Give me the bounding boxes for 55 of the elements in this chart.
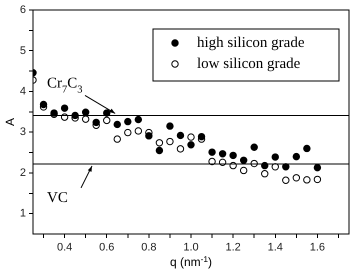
x-tick-label: 1.0 xyxy=(183,242,199,254)
point xyxy=(261,170,268,178)
x-tick-label: 0.8 xyxy=(141,242,157,254)
point xyxy=(240,166,248,174)
point xyxy=(282,176,290,184)
x-tick-label: 1.4 xyxy=(268,242,283,254)
point xyxy=(208,148,216,156)
point xyxy=(134,127,142,135)
point xyxy=(134,116,142,124)
point xyxy=(292,152,300,160)
x-tick-label: 0.6 xyxy=(99,242,114,254)
point xyxy=(114,120,121,128)
legend-label: low silicon grade xyxy=(197,56,301,72)
y-tick-label: 1 xyxy=(20,208,26,220)
point xyxy=(282,163,290,170)
point xyxy=(303,176,311,184)
point xyxy=(82,108,90,116)
point xyxy=(166,138,174,146)
y-tick-label: 3 xyxy=(20,126,26,138)
x-tick-label: 0.4 xyxy=(56,242,72,254)
point xyxy=(156,139,164,146)
point xyxy=(314,164,322,172)
point xyxy=(187,141,195,149)
point xyxy=(292,174,300,182)
point xyxy=(303,144,311,152)
point xyxy=(187,133,195,141)
y-tick-label: 2 xyxy=(20,166,26,179)
point xyxy=(92,118,100,126)
point xyxy=(229,152,237,160)
legend-label: high silicon grade xyxy=(197,34,305,51)
point xyxy=(156,146,164,154)
y-tick-label: 4 xyxy=(20,85,26,98)
point xyxy=(218,150,226,158)
point xyxy=(250,144,258,151)
point xyxy=(145,132,153,140)
y-tick-label: 5 xyxy=(20,44,26,57)
point xyxy=(198,132,206,140)
point xyxy=(272,153,279,161)
x-tick-label: 1.2 xyxy=(225,242,241,254)
point xyxy=(124,128,132,136)
point xyxy=(176,132,184,140)
point xyxy=(40,100,48,108)
point xyxy=(124,118,132,126)
point xyxy=(60,104,68,112)
point xyxy=(314,176,322,184)
point xyxy=(240,156,248,164)
point xyxy=(103,116,110,124)
point xyxy=(176,145,184,153)
y-axis-title: A xyxy=(3,118,17,126)
x-tick-label: 1.6 xyxy=(310,242,326,254)
point xyxy=(166,122,174,130)
y-tick-label: 6 xyxy=(20,4,26,16)
ref-line-label: VC xyxy=(47,190,68,206)
point xyxy=(114,135,121,143)
point xyxy=(82,115,90,123)
